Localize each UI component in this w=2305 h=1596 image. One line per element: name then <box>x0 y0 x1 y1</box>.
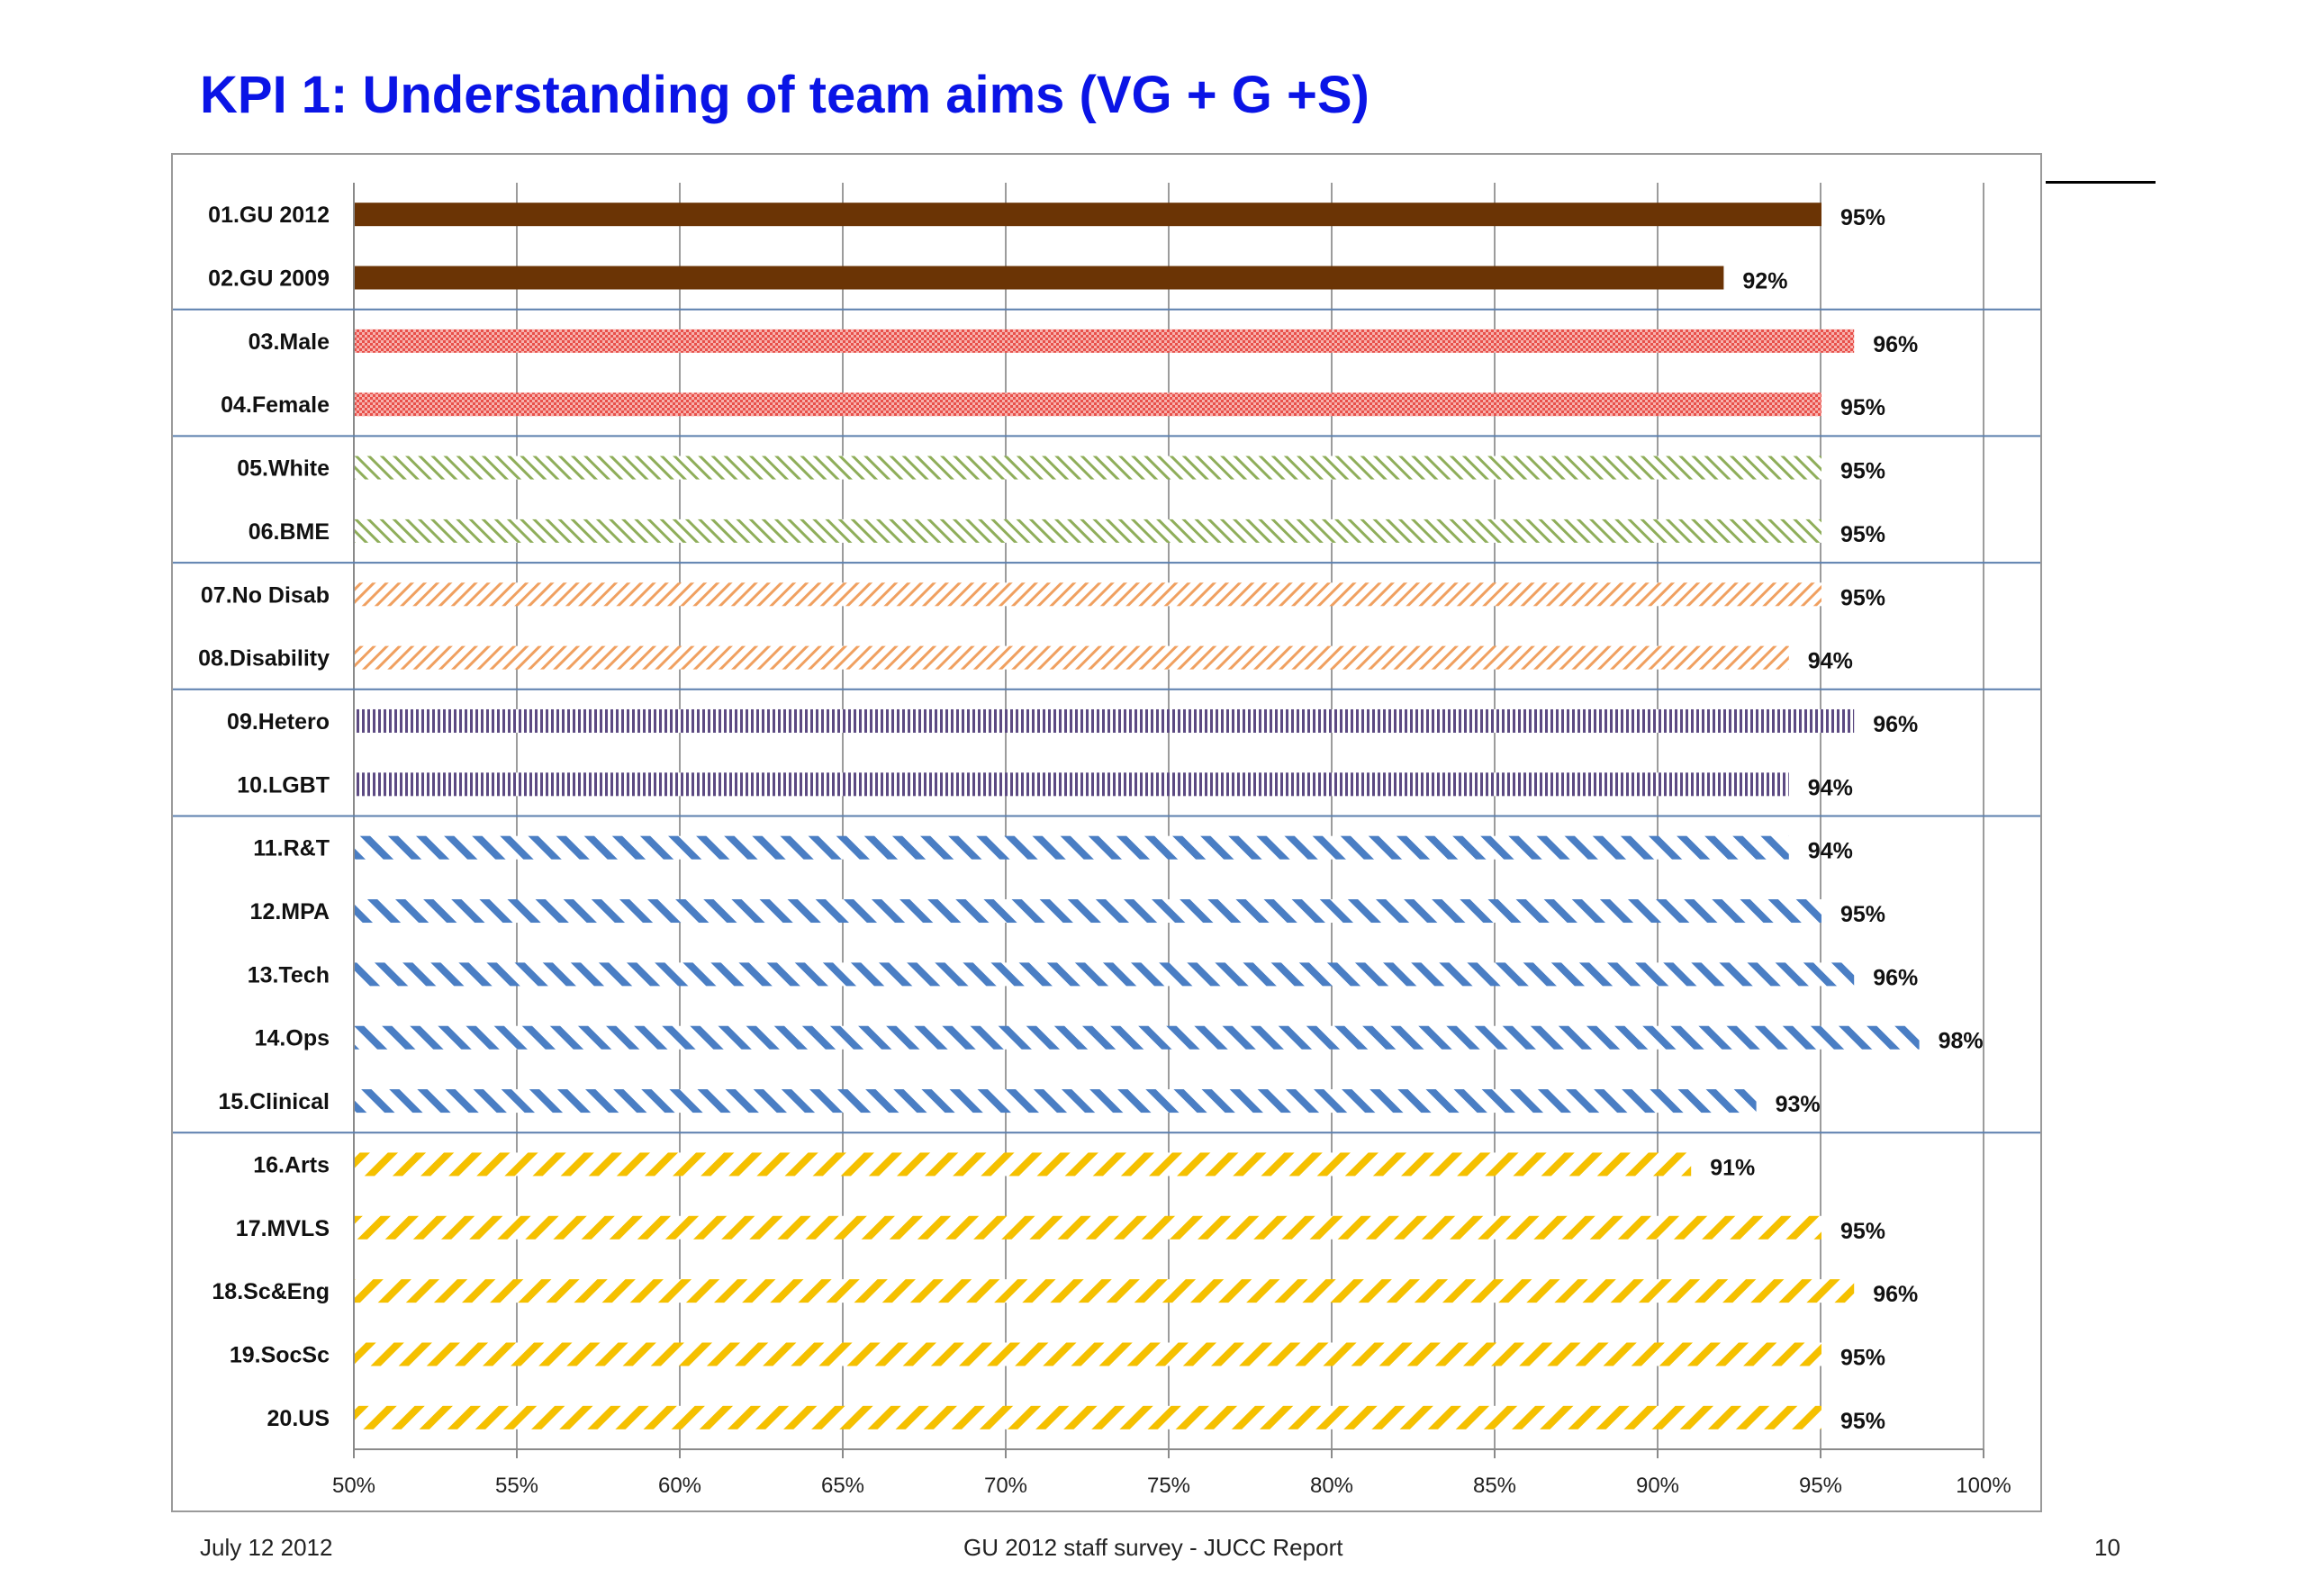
x-tick-label: 95% <box>1799 1474 1842 1498</box>
category-label: 14.Ops <box>255 1026 330 1051</box>
category-label: 07.No Disab <box>201 582 330 608</box>
value-label: 95% <box>1840 902 1885 927</box>
bar <box>355 835 1789 860</box>
value-label: 94% <box>1808 649 1853 674</box>
x-tick-label: 85% <box>1473 1474 1516 1498</box>
bar <box>355 899 1821 924</box>
bar <box>355 1405 1821 1429</box>
bar <box>355 329 1855 353</box>
x-tick-label: 80% <box>1310 1474 1353 1498</box>
category-label: 06.BME <box>249 519 330 545</box>
category-label: 20.US <box>267 1406 330 1431</box>
category-labels: 01.GU 2012 02.GU 2009 03.Male 04.Female 05.W… <box>198 203 330 1431</box>
value-label: 95% <box>1840 459 1885 484</box>
value-label: 93% <box>1776 1092 1821 1117</box>
bar <box>355 1025 1920 1050</box>
x-tick-label: 75% <box>1147 1474 1190 1498</box>
footer-report-title: GU 2012 staff survey - JUCC Report <box>963 1534 1343 1561</box>
category-label: 08.Disability <box>198 646 330 672</box>
header-rule <box>2046 181 2156 184</box>
bars <box>355 203 1920 1429</box>
category-label: 18.Sc&Eng <box>212 1279 330 1304</box>
x-tick-label: 90% <box>1636 1474 1679 1498</box>
value-label: 92% <box>1742 269 1787 294</box>
page-title: KPI 1: Understanding of team aims (VG + … <box>200 66 1369 124</box>
value-labels: 95% 92% 96% 95% 95% 95% 95% 94% 96% 94% 94% 95% 96% 9… <box>1710 205 1983 1434</box>
category-label: 04.Female <box>221 392 330 418</box>
value-label: 96% <box>1873 1282 1918 1307</box>
bar <box>355 1089 1757 1114</box>
bar <box>355 1215 1821 1240</box>
x-tick-label: 70% <box>984 1474 1027 1498</box>
value-label: 95% <box>1840 1345 1885 1370</box>
bar <box>355 582 1821 607</box>
category-label: 01.GU 2012 <box>208 203 330 228</box>
category-label: 05.White <box>237 456 330 482</box>
footer-page-number: 10 <box>2094 1534 2120 1561</box>
bar <box>355 455 1821 480</box>
bar <box>355 645 1789 670</box>
bar <box>355 392 1821 417</box>
x-axis-ticks: 50% 55% 60% 65% 70% 75% 80% 85% 90% 95% 100% <box>332 1449 2011 1498</box>
category-label: 10.LGBT <box>237 772 330 798</box>
value-label: 96% <box>1873 332 1918 357</box>
category-label: 13.Tech <box>248 962 330 987</box>
category-label: 17.MVLS <box>236 1216 330 1241</box>
value-label: 95% <box>1840 585 1885 610</box>
x-tick-label: 60% <box>658 1474 701 1498</box>
bar <box>355 1279 1855 1303</box>
bar <box>355 708 1855 733</box>
x-tick-label: 50% <box>332 1474 375 1498</box>
category-label: 16.Arts <box>253 1152 330 1177</box>
value-label: 98% <box>1939 1029 1984 1054</box>
value-label: 95% <box>1840 522 1885 547</box>
group-separators <box>173 308 2040 1134</box>
category-label: 19.SocSc <box>230 1342 330 1367</box>
bar <box>355 266 1724 290</box>
x-tick-label: 100% <box>1956 1474 2011 1498</box>
value-label: 96% <box>1873 965 1918 990</box>
value-label: 95% <box>1840 1409 1885 1434</box>
value-label: 91% <box>1710 1155 1755 1180</box>
bar <box>355 1152 1692 1177</box>
category-label: 12.MPA <box>250 899 330 924</box>
value-label: 96% <box>1873 712 1918 737</box>
bar <box>355 962 1855 987</box>
footer-date: July 12 2012 <box>200 1534 333 1561</box>
category-label: 09.Hetero <box>227 709 330 735</box>
value-label: 95% <box>1840 205 1885 230</box>
category-label: 02.GU 2009 <box>208 266 330 292</box>
bar <box>355 772 1789 797</box>
value-label: 95% <box>1840 1219 1885 1244</box>
chart-frame <box>171 153 2042 1512</box>
x-tick-label: 65% <box>821 1474 864 1498</box>
value-label: 95% <box>1840 395 1885 420</box>
bar <box>355 1342 1821 1366</box>
x-tick-label: 55% <box>495 1474 538 1498</box>
category-label: 11.R&T <box>253 836 330 861</box>
value-label: 94% <box>1808 775 1853 800</box>
bar <box>355 518 1821 543</box>
category-label: 03.Male <box>249 329 330 355</box>
value-label: 94% <box>1808 839 1853 864</box>
bar <box>355 203 1821 227</box>
category-label: 15.Clinical <box>218 1089 330 1114</box>
